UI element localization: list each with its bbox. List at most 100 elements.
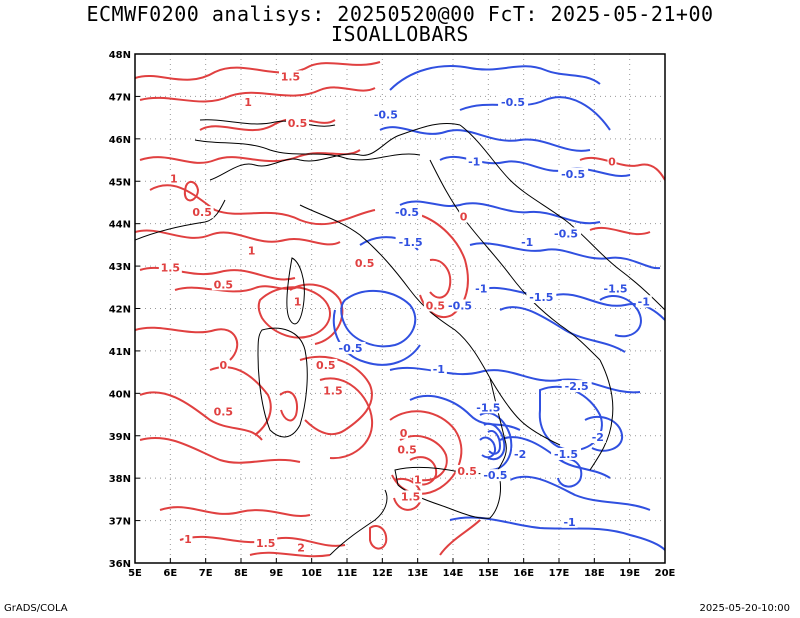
lon-tick-label: 8E — [234, 568, 248, 579]
contour-label-bg — [635, 295, 652, 308]
red-contour — [279, 390, 298, 422]
lon-tick-label: 10E — [301, 568, 322, 579]
contour-label: 1 — [294, 295, 302, 308]
contour-label-bg — [480, 469, 511, 482]
contour-label: -1.5 — [529, 291, 553, 304]
lat-tick-label: 39N — [109, 432, 131, 443]
coast-sardinia — [257, 327, 308, 438]
red-contour — [199, 117, 336, 132]
contour-label: 1 — [414, 473, 422, 486]
lon-tick-label: 15E — [478, 568, 499, 579]
contour-label-bg — [399, 426, 409, 439]
red-contour — [299, 355, 373, 436]
contour-label: -0.5 — [483, 469, 507, 482]
coast-calabria — [489, 377, 507, 476]
lon-tick-label: 6E — [163, 568, 177, 579]
lon-tick-label: 13E — [407, 568, 428, 579]
contour-label-bg — [526, 291, 557, 304]
contour-label-bg — [243, 95, 253, 108]
blue-contour — [332, 309, 421, 366]
lat-tick-label: 41N — [109, 347, 131, 358]
contour-label: -0.5 — [339, 342, 363, 355]
contour-label: -2.5 — [565, 380, 589, 393]
blue-contour — [557, 457, 583, 488]
lat-tick-label: 44N — [109, 220, 131, 231]
red-contour — [149, 184, 376, 226]
contour-label-bg — [519, 235, 536, 248]
contour-label: -1 — [468, 155, 480, 168]
lon-tick-label: 18E — [584, 568, 605, 579]
contour-label: 1 — [248, 244, 256, 257]
contour-label-bg — [399, 490, 423, 503]
contour-label: 0.5 — [355, 257, 375, 270]
contour-label: -0.5 — [374, 109, 398, 122]
contour-label: -0.5 — [554, 227, 578, 240]
red-contour — [419, 214, 469, 318]
contour-label-bg — [286, 117, 310, 130]
blue-contour — [389, 65, 601, 91]
contour-label-bg — [445, 299, 476, 312]
red-contour — [579, 156, 665, 181]
contour-label-bg — [413, 473, 423, 486]
blue-contour — [499, 306, 626, 353]
contour-label-bg — [466, 155, 483, 168]
lat-tick-label: 46N — [109, 135, 131, 146]
red-contour — [139, 149, 361, 164]
contour-label: 1 — [184, 533, 192, 546]
red-contour — [257, 286, 331, 339]
lat-tick-label: 37N — [109, 517, 131, 528]
contour-label: 1.5 — [256, 537, 276, 550]
contour-label: -1 — [638, 295, 650, 308]
lat-tick-label: 47N — [109, 92, 131, 103]
contour-label-bg — [498, 95, 529, 108]
red-contour — [135, 326, 239, 361]
contour-labels: 1.5 1 0.5 1 0.5 1 1.5 0.5 1 0.5 0 0.5 0.5 1.5 0 0.5 0.5 1… — [158, 70, 652, 554]
lat-tick-label: 36N — [109, 559, 131, 570]
border-alps — [194, 139, 421, 161]
contour-label: 1 — [244, 96, 252, 109]
lon-tick-label: 17E — [549, 568, 570, 579]
red-contour — [319, 377, 374, 460]
contour-label: 0 — [608, 155, 616, 168]
contour-label: -2 — [592, 431, 604, 444]
contour-label-bg — [392, 206, 423, 219]
blue-contour — [479, 412, 513, 471]
contour-label: 0 — [460, 210, 468, 223]
contour-label: -1 — [475, 283, 487, 296]
blue-contour — [399, 200, 601, 225]
border-switzerland — [199, 119, 336, 127]
coastlines — [135, 119, 665, 556]
contour-label-bg — [395, 443, 419, 456]
contour-label: -0.5 — [448, 300, 472, 313]
contour-label-bg — [370, 108, 401, 121]
blue-contour — [499, 436, 611, 479]
lon-tick-label: 5E — [128, 568, 142, 579]
contour-label: -1 — [433, 363, 445, 376]
blue-contour — [483, 422, 506, 461]
contour-label: 0.5 — [426, 300, 446, 313]
contour-label-bg — [561, 515, 578, 528]
lon-tick-label: 20E — [655, 568, 676, 579]
blue-contour — [389, 366, 641, 394]
contour-label: 2 — [297, 541, 305, 554]
blue-contour — [459, 96, 611, 131]
contour-label-bg — [551, 227, 582, 240]
contour-label: 0 — [220, 359, 228, 372]
coast-tunisia — [329, 489, 388, 556]
red-contour — [135, 229, 341, 246]
contour-label-bg — [423, 299, 447, 312]
contour-label-bg — [473, 401, 504, 414]
red-contour — [249, 551, 331, 558]
contour-label: 0.5 — [316, 359, 336, 372]
blue-contour — [340, 289, 417, 348]
red-contour — [289, 283, 344, 345]
lat-tick-label: 38N — [109, 474, 131, 485]
red-contour — [135, 61, 381, 81]
chart-subtitle: ISOALLOBARS — [331, 22, 469, 46]
red-contour — [589, 226, 651, 236]
contour-label: 0.5 — [214, 406, 234, 419]
contour-label: 1.5 — [281, 70, 301, 83]
contour-label: -2 — [514, 448, 526, 461]
contour-label-bg — [278, 70, 302, 83]
